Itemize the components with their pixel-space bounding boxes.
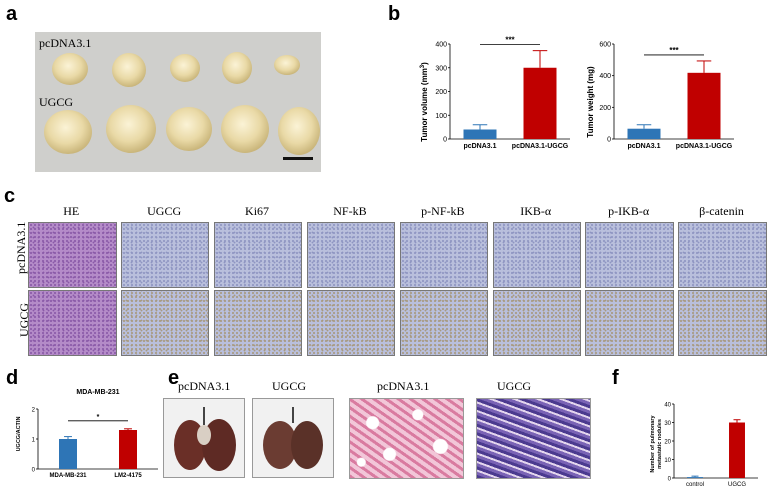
y-tick-label: 400	[435, 42, 447, 49]
ylabel-weight: Tumor weight (mg)	[586, 66, 595, 138]
ihc-image-ugcg-2	[213, 290, 303, 356]
panel-letter-e: e	[168, 367, 180, 389]
ylabel-d: UGCG/ACTIN	[16, 417, 22, 452]
x-tick-label: control	[686, 482, 704, 488]
ihc-column-header-6: p-IKB-α	[608, 204, 650, 218]
panel-f-chart: Number of pulmonary metastatic nodules 0…	[650, 403, 758, 488]
x-tick-label: MDA-MB-231	[49, 473, 87, 479]
y-tick-label: 300	[435, 65, 447, 72]
bar-pcdna3-1	[627, 128, 661, 139]
ylabel-nodules-1: Number of pulmonary	[650, 414, 656, 472]
y-tick-label: 2	[32, 408, 36, 414]
ihc-column-header-4: p-NF-kB	[421, 204, 465, 218]
x-tick-label: pcDNA3.1-UGCG	[676, 143, 733, 150]
photo-label-ugcg: UGCG	[39, 95, 74, 109]
y-tick-label: 0	[607, 137, 611, 144]
y-tick-label: 200	[599, 105, 611, 112]
ihc-column-header-2: Ki67	[245, 204, 270, 218]
ihc-grid: HE UGCG Ki67 NF-kB p-NF-kB IKB-α p-IKB-α β-cate…	[14, 204, 768, 356]
bar-control	[687, 477, 703, 478]
y-tick-label: 0	[32, 468, 36, 474]
ihc-image-pcdna31-1	[120, 222, 210, 288]
tumor-row-pcdna	[52, 52, 300, 87]
panel-letter-a: a	[6, 3, 18, 25]
bar-mda-mb-231	[59, 439, 77, 469]
bar-pcdna3-1	[463, 129, 497, 139]
y-tick-label: 200	[435, 89, 447, 96]
ihc-column-header-3: NF-kB	[333, 204, 367, 218]
tumor-weight-chart: Tumor weight (mg) 0 200 400 600 pcDNA3.1 pcDN…	[586, 42, 734, 150]
y-tick-label: 20	[664, 440, 671, 446]
ylabel-nodules-2: metastatic nodules	[657, 419, 663, 469]
ihc-image-pcdna31-0	[28, 222, 117, 288]
panel-letter-f: f	[612, 367, 619, 389]
ihc-column-header-1: UGCG	[147, 204, 182, 218]
y-tick-label: 600	[599, 42, 611, 49]
histology-pcdna	[349, 398, 464, 479]
lung-photo-ugcg	[252, 398, 334, 478]
y-tick-label: 30	[664, 421, 671, 427]
ihc-image-ugcg-0	[28, 290, 117, 356]
panel-b-charts: Tumor volume (mm3) 0 100 200 300 400 pcDNA3.1…	[420, 36, 734, 150]
ihc-image-pcdna31-5	[492, 222, 581, 288]
lung-label-pcdna: pcDNA3.1	[178, 379, 231, 393]
ihc-column-header-7: β-catenin	[699, 204, 744, 218]
ihc-image-ugcg-4	[399, 290, 489, 356]
ihc-image-ugcg-3	[306, 290, 396, 356]
y-tick-label: 40	[664, 403, 671, 409]
tumor-volume-chart: Tumor volume (mm3) 0 100 200 300 400 pcDNA3.1…	[420, 36, 570, 150]
significance-label: ***	[669, 46, 679, 55]
panel-letter-d: d	[6, 367, 19, 389]
tumor-photo: pcDNA3.1 UGCG	[35, 32, 321, 172]
x-tick-label: UGCG	[728, 482, 746, 488]
significance-label: ***	[505, 36, 515, 45]
histology-ugcg	[476, 398, 591, 479]
y-tick-label: 10	[664, 458, 671, 464]
x-tick-label: LM2-4175	[114, 473, 142, 479]
ihc-column-header-0: HE	[63, 204, 80, 218]
ihc-image-pcdna31-7	[678, 222, 767, 288]
y-tick-label: 0	[668, 477, 672, 483]
lung-photo-pcdna	[163, 398, 245, 478]
y-tick-label: 0	[443, 137, 447, 144]
y-tick-label: 400	[599, 73, 611, 80]
ihc-image-pcdna31-4	[399, 222, 489, 288]
ihc-image-pcdna31-3	[306, 222, 396, 288]
ihc-row-label-pcdna: pcDNA3.1	[14, 221, 28, 274]
histology-label-pcdna: pcDNA3.1	[377, 379, 430, 393]
histology-label-ugcg: UGCG	[497, 379, 532, 393]
ihc-image-ugcg-5	[492, 290, 581, 356]
ihc-image-pcdna31-2	[213, 222, 303, 288]
scale-bar	[283, 157, 313, 160]
ihc-image-ugcg-1	[120, 290, 210, 356]
ihc-image-ugcg-6	[585, 290, 674, 356]
y-tick-label: 100	[435, 113, 447, 120]
ylabel-volume: Tumor volume (mm3)	[420, 62, 429, 142]
bar-pcdna3-1-ugcg	[687, 72, 721, 139]
ihc-image-ugcg-7	[678, 290, 767, 356]
bar-lm2-4175	[119, 430, 137, 469]
ihc-column-header-5: IKB-α	[520, 204, 552, 218]
bar-pcdna3-1-ugcg	[523, 67, 557, 139]
significance-label: *	[97, 414, 100, 421]
lung-label-ugcg: UGCG	[272, 379, 307, 393]
tumor-row-ugcg	[44, 105, 320, 155]
bar-ugcg	[729, 422, 745, 478]
panel-d-chart: MDA-MB-231 UGCG/ACTIN 0 1 2 MDA-MB-231 LM2-417…	[16, 389, 158, 479]
ihc-image-pcdna31-6	[585, 222, 674, 288]
y-tick-label: 1	[32, 438, 36, 444]
x-tick-label: pcDNA3.1	[627, 143, 660, 150]
chart-title-d: MDA-MB-231	[76, 389, 119, 396]
panel-letter-b: b	[388, 3, 401, 25]
photo-label-pcdna: pcDNA3.1	[39, 36, 92, 50]
x-tick-label: pcDNA3.1-UGCG	[512, 143, 569, 150]
x-tick-label: pcDNA3.1	[463, 143, 496, 150]
panel-letter-c: c	[4, 185, 16, 207]
